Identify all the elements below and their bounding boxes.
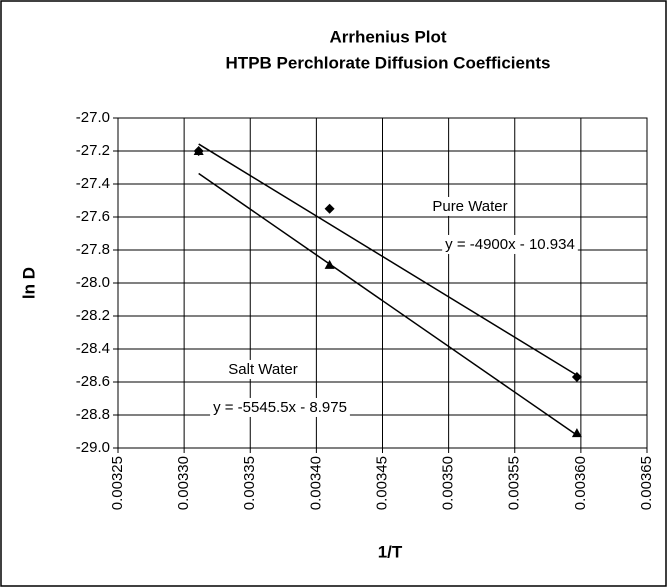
x-axis-label: 1/T [378, 542, 403, 561]
chart-title: Arrhenius Plot [329, 27, 446, 46]
point [193, 146, 204, 156]
trendline [198, 172, 578, 436]
x-tick-label: 0.00350 [440, 456, 457, 510]
point [324, 259, 335, 269]
point [324, 203, 335, 214]
chart-subtitle: HTPB Perchlorate Diffusion Coefficients [226, 53, 551, 72]
series-label: Pure Water [432, 198, 507, 215]
x-tick-label: 0.00360 [572, 456, 589, 510]
label-background [442, 234, 578, 254]
y-tick-label: -27.4 [76, 175, 110, 192]
y-tick-label: -27.6 [76, 208, 110, 225]
series-label: Salt Water [228, 361, 297, 378]
x-tick-label: 0.00335 [241, 456, 258, 510]
x-tick-label: 0.00325 [109, 456, 126, 510]
y-axis-label: ln D [19, 267, 38, 299]
trendline-equation: y = -5545.5x - 8.975 [213, 399, 347, 416]
y-tick-label: -28.2 [76, 307, 110, 324]
label-background [225, 359, 301, 379]
y-tick-label: -28.8 [76, 406, 110, 423]
y-tick-label: -29.0 [76, 439, 110, 456]
y-tick-label: -27.0 [76, 109, 110, 126]
point [571, 428, 582, 438]
x-tick-label: 0.00365 [638, 456, 655, 510]
x-tick-label: 0.00340 [307, 456, 324, 510]
y-tick-label: -27.2 [76, 142, 110, 159]
y-tick-label: -28.4 [76, 340, 110, 357]
y-tick-label: -27.8 [76, 241, 110, 258]
x-tick-label: 0.00330 [175, 456, 192, 510]
trendline-equation: y = -4900x - 10.934 [445, 236, 575, 253]
point [571, 372, 582, 383]
x-tick-label: 0.00355 [506, 456, 523, 510]
label-background [210, 397, 350, 417]
y-tick-label: -28.0 [76, 274, 110, 291]
trendline [198, 143, 578, 376]
label-background [429, 196, 511, 216]
y-tick-label: -28.6 [76, 373, 110, 390]
x-tick-label: 0.00345 [373, 456, 390, 510]
